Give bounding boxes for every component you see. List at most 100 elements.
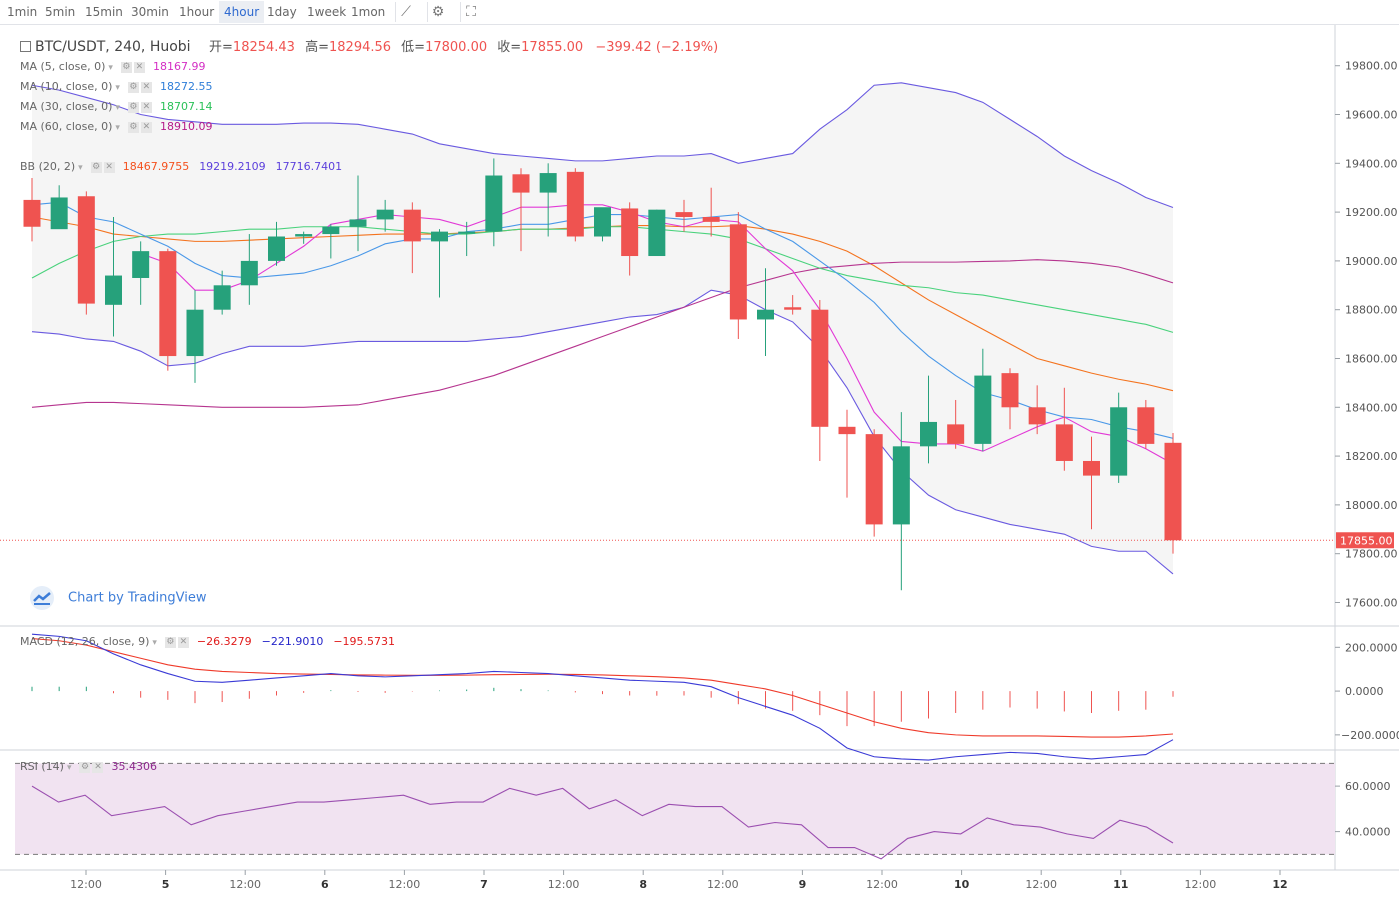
candle-body[interactable] bbox=[757, 309, 774, 320]
bollinger-band-fill bbox=[32, 82, 1173, 574]
last-price-label: 17855.00 bbox=[1340, 534, 1393, 547]
candle-body[interactable] bbox=[675, 212, 693, 217]
close-icon[interactable]: ✕ bbox=[140, 81, 152, 93]
tradingview-watermark[interactable]: Chart by TradingView bbox=[30, 586, 206, 610]
candle-body[interactable] bbox=[1110, 407, 1128, 476]
candle-body[interactable] bbox=[485, 175, 503, 232]
candle-body[interactable] bbox=[920, 421, 937, 447]
candle-body[interactable] bbox=[539, 173, 557, 193]
candle-body[interactable] bbox=[1055, 424, 1073, 461]
candle-body[interactable] bbox=[1001, 373, 1019, 408]
candle-body[interactable] bbox=[594, 207, 611, 237]
candle-body[interactable] bbox=[621, 208, 639, 257]
candle-body[interactable] bbox=[1028, 407, 1046, 425]
candle-body[interactable] bbox=[702, 216, 720, 222]
price-chart[interactable]: 17855.00 19800.00 19600.00 19400.00 19200.00… bbox=[0, 25, 1399, 900]
settings-icon[interactable]: ⚙ bbox=[164, 636, 176, 648]
candle-body[interactable] bbox=[974, 375, 992, 444]
candle-body[interactable] bbox=[50, 197, 68, 230]
candle-body[interactable] bbox=[23, 199, 41, 227]
timeframe-4hour[interactable]: 4hour bbox=[219, 1, 265, 23]
settings-icon[interactable]: ⚙ bbox=[127, 101, 139, 113]
candle-body[interactable] bbox=[186, 309, 204, 357]
ma60-line bbox=[31, 259, 1174, 408]
candle-body[interactable] bbox=[213, 285, 231, 310]
candle-body[interactable] bbox=[105, 275, 122, 305]
settings-icon[interactable]: ⚙ bbox=[127, 81, 139, 93]
close-icon[interactable]: ✕ bbox=[177, 636, 189, 648]
candle-body[interactable] bbox=[403, 209, 421, 242]
time-tick-label: 12:00 bbox=[548, 878, 580, 891]
candle-body[interactable] bbox=[865, 434, 883, 525]
candle-body[interactable] bbox=[838, 426, 856, 435]
candle-body[interactable] bbox=[892, 446, 910, 525]
candle-body[interactable] bbox=[240, 260, 258, 286]
close-icon[interactable]: ✕ bbox=[140, 121, 152, 133]
macd-tick-label: 200.0000 bbox=[1345, 641, 1398, 654]
dropdown-caret-icon[interactable]: ▾ bbox=[108, 63, 113, 73]
candle-body[interactable] bbox=[458, 231, 476, 234]
close-icon[interactable]: ✕ bbox=[140, 101, 152, 113]
collapse-legend-icon[interactable] bbox=[20, 40, 31, 52]
candle-body[interactable] bbox=[1164, 442, 1182, 541]
timeframe-30min[interactable]: 30min bbox=[131, 5, 169, 19]
settings-icon[interactable]: ⚙ bbox=[90, 161, 102, 173]
indicator-3-legend[interactable]: MA (60, close, 0) ▾ ⚙ ✕ 18910.09 bbox=[20, 120, 212, 133]
candle-body[interactable] bbox=[295, 234, 313, 237]
candle-body[interactable] bbox=[648, 209, 666, 257]
close-icon[interactable]: ✕ bbox=[103, 161, 115, 173]
candle-body[interactable] bbox=[729, 224, 747, 320]
candle-body[interactable] bbox=[349, 219, 367, 227]
timeframe-1week[interactable]: 1week bbox=[307, 5, 347, 19]
candle-body[interactable] bbox=[268, 236, 285, 261]
macd-legend[interactable]: MACD (12, 26, close, 9) ▾ ⚙ ✕ −26.3279 −221.9… bbox=[20, 635, 395, 648]
timeframe-1day[interactable]: 1day bbox=[267, 5, 297, 19]
low-label: 低= bbox=[401, 40, 426, 55]
chart-style-icon[interactable]: ⟋ bbox=[395, 2, 416, 22]
tradingview-logo-icon bbox=[30, 586, 54, 610]
timeframe-1min[interactable]: 1min bbox=[7, 5, 38, 19]
indicator-4-legend[interactable]: BB (20, 2) ▾ ⚙ ✕ 18467.9755 19219.2109 17716.7… bbox=[20, 160, 342, 173]
time-tick-label: 12:00 bbox=[70, 878, 102, 891]
timeframe-1mon[interactable]: 1mon bbox=[351, 5, 386, 19]
price-tick-label: 17800.00 bbox=[1345, 548, 1398, 561]
candle-body[interactable] bbox=[322, 226, 340, 235]
dropdown-caret-icon[interactable]: ▾ bbox=[66, 763, 72, 773]
candle-body[interactable] bbox=[431, 231, 448, 242]
candle-body[interactable] bbox=[77, 196, 95, 304]
settings-icon[interactable]: ⚙ bbox=[79, 761, 91, 773]
timeframe-5min[interactable]: 5min bbox=[45, 5, 76, 19]
timeframe-1hour[interactable]: 1hour bbox=[179, 5, 215, 19]
timeframe-15min[interactable]: 15min bbox=[85, 5, 123, 19]
price-tick-label: 18200.00 bbox=[1345, 450, 1398, 463]
candle-body[interactable] bbox=[784, 307, 802, 310]
dropdown-caret-icon[interactable]: ▾ bbox=[78, 163, 83, 173]
dropdown-caret-icon[interactable]: ▾ bbox=[152, 638, 157, 648]
rsi-legend[interactable]: RSI (14) ▾ ⚙ ✕ 35.4306 bbox=[20, 760, 157, 773]
indicator-0-legend[interactable]: MA (5, close, 0) ▾ ⚙ ✕ 18167.99 bbox=[20, 60, 205, 73]
candle-body[interactable] bbox=[1137, 407, 1155, 444]
candle-body[interactable] bbox=[512, 174, 530, 193]
close-icon[interactable]: ✕ bbox=[133, 61, 145, 73]
rsi-value: 35.4306 bbox=[111, 760, 157, 773]
price-tick-label: 18000.00 bbox=[1345, 499, 1398, 512]
fullscreen-icon[interactable]: ⛶ bbox=[460, 2, 481, 22]
dropdown-caret-icon[interactable]: ▾ bbox=[115, 83, 120, 93]
settings-icon[interactable]: ⚙ bbox=[127, 121, 139, 133]
indicator-2-legend[interactable]: MA (30, close, 0) ▾ ⚙ ✕ 18707.14 bbox=[20, 100, 212, 113]
candle-body[interactable] bbox=[376, 209, 394, 220]
candle-body[interactable] bbox=[132, 251, 150, 278]
settings-icon[interactable]: ⚙ bbox=[427, 2, 448, 22]
candle-body[interactable] bbox=[947, 424, 965, 444]
candle-body[interactable] bbox=[159, 251, 177, 357]
dropdown-caret-icon[interactable]: ▾ bbox=[115, 123, 120, 133]
settings-icon[interactable]: ⚙ bbox=[120, 61, 132, 73]
time-tick-label: 12:00 bbox=[866, 878, 898, 891]
candle-body[interactable] bbox=[1083, 460, 1100, 476]
rsi-line bbox=[31, 785, 1174, 860]
close-icon[interactable]: ✕ bbox=[92, 761, 104, 773]
dropdown-caret-icon[interactable]: ▾ bbox=[115, 103, 120, 113]
candle-body[interactable] bbox=[811, 309, 829, 427]
indicator-1-legend[interactable]: MA (10, close, 0) ▾ ⚙ ✕ 18272.55 bbox=[20, 80, 212, 93]
candle-body[interactable] bbox=[566, 171, 584, 237]
